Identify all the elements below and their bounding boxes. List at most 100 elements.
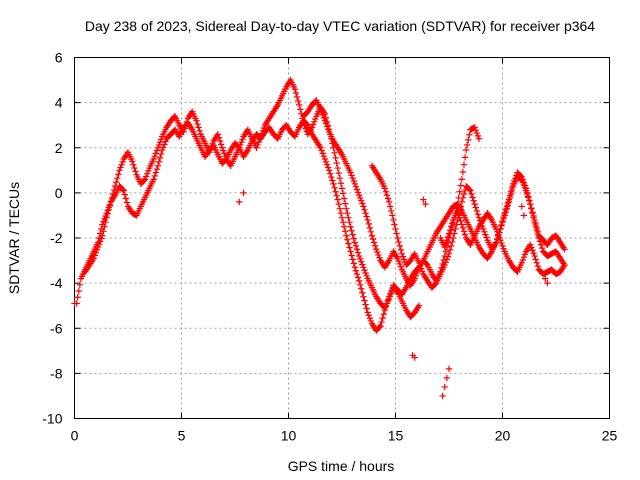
data-point-track-d bbox=[443, 256, 451, 263]
data-point-track-b bbox=[132, 168, 139, 175]
data-point-track-e bbox=[532, 256, 539, 263]
data-point-track-d bbox=[498, 221, 505, 229]
data-point-track-b bbox=[99, 232, 106, 239]
data-point-track-e bbox=[499, 242, 506, 250]
data-point-track-c bbox=[366, 224, 374, 232]
data-point-track-d bbox=[457, 203, 464, 210]
data-point-track-c bbox=[368, 232, 376, 239]
data-point-track-b bbox=[361, 266, 368, 274]
data-point-track-e bbox=[454, 207, 461, 215]
data-point-track-b bbox=[259, 127, 267, 135]
data-point-track-b bbox=[362, 269, 369, 277]
data-point-track-b bbox=[355, 252, 363, 260]
data-point-track-e bbox=[528, 244, 535, 251]
data-point-track-c bbox=[461, 154, 469, 161]
data-point-track-d bbox=[474, 211, 482, 218]
data-point-track-a bbox=[123, 199, 131, 206]
data-point-track-b bbox=[218, 144, 226, 151]
data-point-track-d bbox=[446, 246, 454, 254]
data-point-track-a bbox=[363, 305, 370, 312]
data-point-track-c bbox=[347, 169, 354, 176]
data-point-track-c bbox=[462, 146, 470, 154]
data-point-track-b bbox=[253, 144, 260, 151]
data-point-track-b bbox=[293, 93, 301, 101]
data-point-track-a bbox=[162, 138, 169, 145]
data-point-track-a bbox=[152, 169, 160, 176]
data-point-track-d bbox=[505, 196, 513, 203]
data-point-track-a bbox=[352, 267, 360, 274]
data-point-track-a bbox=[154, 162, 162, 169]
data-point-track-c bbox=[370, 239, 378, 246]
data-point-track-b bbox=[151, 153, 158, 160]
data-point-track-c bbox=[423, 260, 430, 268]
data-point-track-d bbox=[415, 259, 423, 267]
data-point-track-a bbox=[325, 167, 333, 174]
data-point-isolated-points bbox=[544, 279, 551, 287]
data-point-track-b bbox=[345, 214, 352, 221]
data-point-track-e bbox=[458, 221, 466, 228]
data-point-track-b bbox=[291, 85, 299, 93]
data-point-track-c bbox=[365, 220, 372, 228]
data-point-track-c bbox=[459, 168, 467, 176]
data-point-track-b bbox=[196, 127, 203, 135]
data-point-track-c bbox=[457, 182, 464, 189]
x-tick-label: 20 bbox=[495, 428, 511, 444]
data-point-track-d bbox=[444, 253, 452, 260]
data-point-track-a bbox=[362, 301, 369, 308]
data-point-track-a bbox=[364, 309, 371, 316]
data-point-track-e bbox=[457, 217, 464, 225]
data-point-track-a bbox=[331, 184, 338, 191]
data-point-track-d bbox=[531, 216, 538, 224]
data-point-track-c bbox=[321, 117, 329, 124]
data-point-track-b bbox=[131, 164, 138, 172]
data-point-track-b bbox=[334, 164, 341, 172]
data-point-track-a bbox=[347, 248, 354, 255]
data-point-track-a bbox=[365, 312, 372, 319]
data-point-track-d bbox=[532, 220, 539, 228]
chart-title: Day 238 of 2023, Sidereal Day-to-day VTE… bbox=[85, 18, 595, 34]
data-point-track-d bbox=[398, 250, 406, 257]
data-point-track-c bbox=[317, 106, 324, 113]
data-point-track-b bbox=[254, 141, 261, 149]
data-point-track-c bbox=[397, 263, 405, 270]
data-point-track-b bbox=[90, 255, 97, 262]
data-point-track-b bbox=[95, 241, 103, 248]
data-point-track-d bbox=[511, 177, 518, 185]
data-point-track-b bbox=[142, 173, 150, 180]
data-point-track-d bbox=[521, 182, 529, 189]
data-point-track-e bbox=[531, 252, 538, 260]
data-point-track-d bbox=[468, 190, 475, 198]
data-point-track-b bbox=[101, 223, 108, 230]
data-point-track-d bbox=[469, 194, 476, 201]
data-point-track-d bbox=[453, 221, 460, 228]
data-point-track-d bbox=[466, 186, 473, 193]
data-point-track-a bbox=[160, 143, 167, 151]
data-point-track-b bbox=[144, 170, 151, 177]
data-point-track-b bbox=[110, 186, 118, 194]
data-point-track-c bbox=[358, 197, 365, 204]
data-point-track-b bbox=[238, 138, 245, 146]
data-point-track-e bbox=[460, 228, 468, 235]
data-point-track-d bbox=[518, 173, 525, 181]
data-point-track-a bbox=[119, 186, 126, 193]
data-point-track-d bbox=[449, 238, 456, 246]
data-point-track-c bbox=[361, 206, 368, 213]
data-point-track-d bbox=[472, 204, 479, 211]
data-point-track-d bbox=[447, 242, 455, 250]
x-tick-label: 0 bbox=[71, 428, 79, 444]
data-point-track-e bbox=[456, 214, 463, 221]
data-point-track-e bbox=[444, 233, 452, 241]
data-point-track-b bbox=[183, 118, 191, 126]
data-point-track-e bbox=[442, 240, 449, 247]
data-point-track-e bbox=[527, 241, 534, 248]
data-layer bbox=[71, 76, 568, 400]
data-point-track-e bbox=[534, 263, 542, 270]
data-point-track-c bbox=[348, 172, 355, 179]
data-point-track-a bbox=[322, 158, 330, 166]
data-point-track-d bbox=[445, 250, 453, 257]
data-point-track-b bbox=[336, 175, 344, 182]
data-point-track-b bbox=[386, 292, 394, 300]
data-point-track-d bbox=[530, 212, 537, 220]
data-point-track-a bbox=[346, 244, 353, 251]
